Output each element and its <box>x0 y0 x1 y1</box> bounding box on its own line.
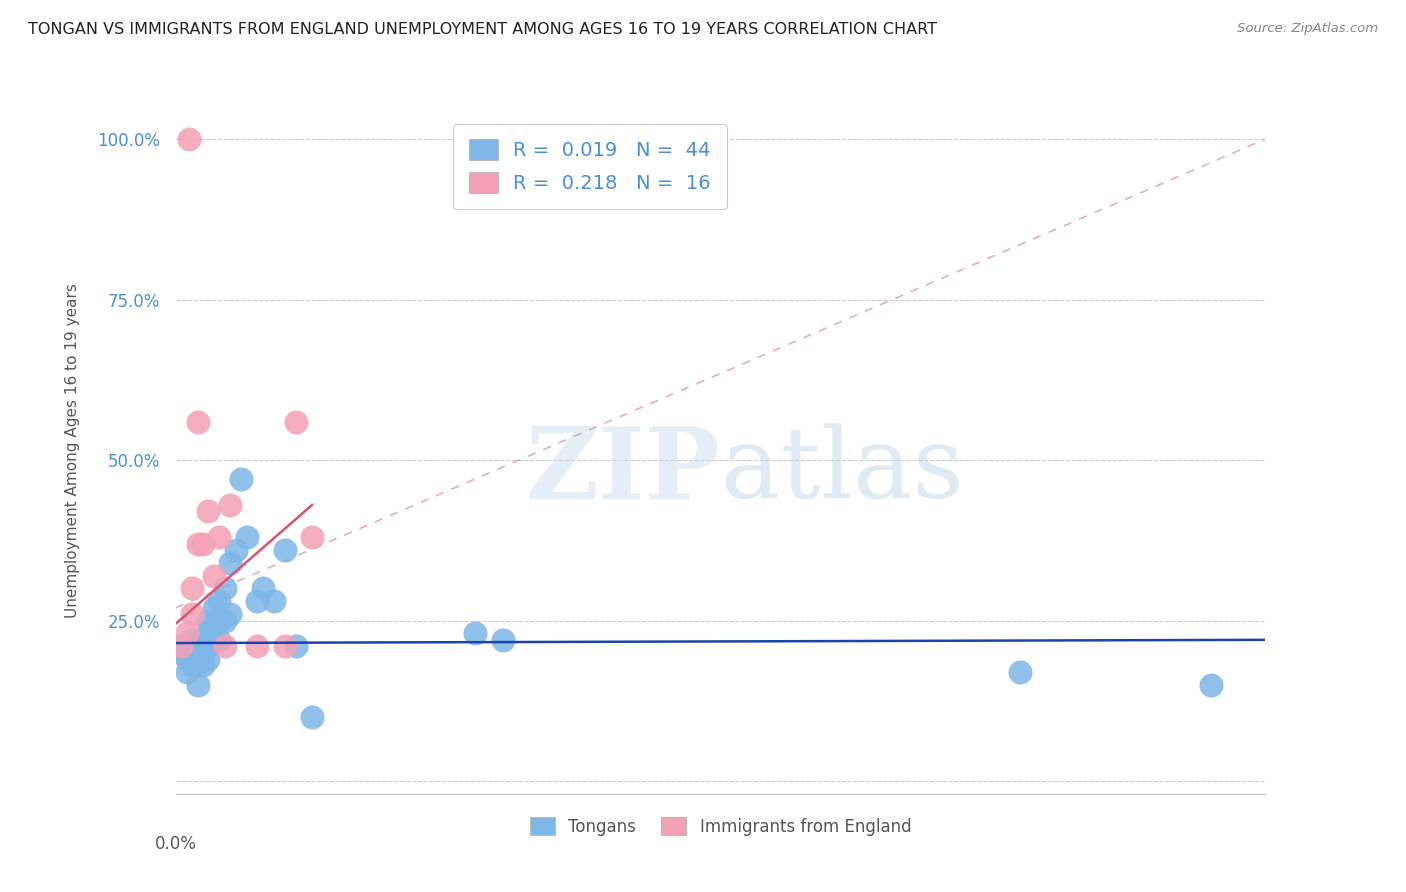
Point <box>191 646 214 660</box>
Point <box>1010 665 1032 679</box>
Point <box>235 530 257 544</box>
Point <box>1199 678 1222 692</box>
Point <box>202 632 225 647</box>
Point <box>197 614 219 628</box>
Point <box>464 626 486 640</box>
Point <box>186 678 209 692</box>
Point <box>301 710 323 724</box>
Point <box>197 652 219 666</box>
Text: atlas: atlas <box>721 423 963 519</box>
Point <box>170 646 193 660</box>
Point <box>181 582 204 596</box>
Point <box>186 632 209 647</box>
Point <box>274 543 297 558</box>
Point <box>284 415 307 429</box>
Point <box>170 639 193 653</box>
Point <box>231 472 253 486</box>
Legend: Tongans, Immigrants from England: Tongans, Immigrants from England <box>519 805 922 847</box>
Point <box>176 626 198 640</box>
Point <box>214 639 236 653</box>
Point <box>191 658 214 673</box>
Point <box>176 646 198 660</box>
Point <box>181 658 204 673</box>
Point <box>197 639 219 653</box>
Point <box>225 543 247 558</box>
Point <box>208 614 231 628</box>
Point <box>492 632 515 647</box>
Point <box>186 646 209 660</box>
Point <box>208 632 231 647</box>
Text: ZIP: ZIP <box>526 423 721 519</box>
Point <box>197 504 219 518</box>
Point <box>246 639 269 653</box>
Point <box>301 530 323 544</box>
Point <box>191 536 214 550</box>
Point <box>170 639 193 653</box>
Point <box>284 639 307 653</box>
Point <box>219 498 242 512</box>
Point <box>246 594 269 608</box>
Point <box>274 639 297 653</box>
Point <box>252 582 274 596</box>
Y-axis label: Unemployment Among Ages 16 to 19 years: Unemployment Among Ages 16 to 19 years <box>65 283 80 618</box>
Point <box>191 632 214 647</box>
Point <box>202 568 225 582</box>
Point <box>214 614 236 628</box>
Point <box>179 132 201 146</box>
Point <box>219 556 242 570</box>
Point <box>186 658 209 673</box>
Point <box>181 652 204 666</box>
Point <box>176 665 198 679</box>
Point <box>208 530 231 544</box>
Text: 0.0%: 0.0% <box>155 835 197 853</box>
Text: TONGAN VS IMMIGRANTS FROM ENGLAND UNEMPLOYMENT AMONG AGES 16 TO 19 YEARS CORRELA: TONGAN VS IMMIGRANTS FROM ENGLAND UNEMPL… <box>28 22 938 37</box>
Point <box>263 594 285 608</box>
Point <box>214 582 236 596</box>
Point <box>219 607 242 622</box>
Point <box>186 415 209 429</box>
Point <box>176 652 198 666</box>
Point <box>181 607 204 622</box>
Point <box>202 620 225 634</box>
Point <box>181 639 204 653</box>
Point <box>197 626 219 640</box>
Point <box>208 594 231 608</box>
Point <box>186 536 209 550</box>
Text: Source: ZipAtlas.com: Source: ZipAtlas.com <box>1237 22 1378 36</box>
Point <box>191 639 214 653</box>
Point <box>181 632 204 647</box>
Point <box>202 600 225 615</box>
